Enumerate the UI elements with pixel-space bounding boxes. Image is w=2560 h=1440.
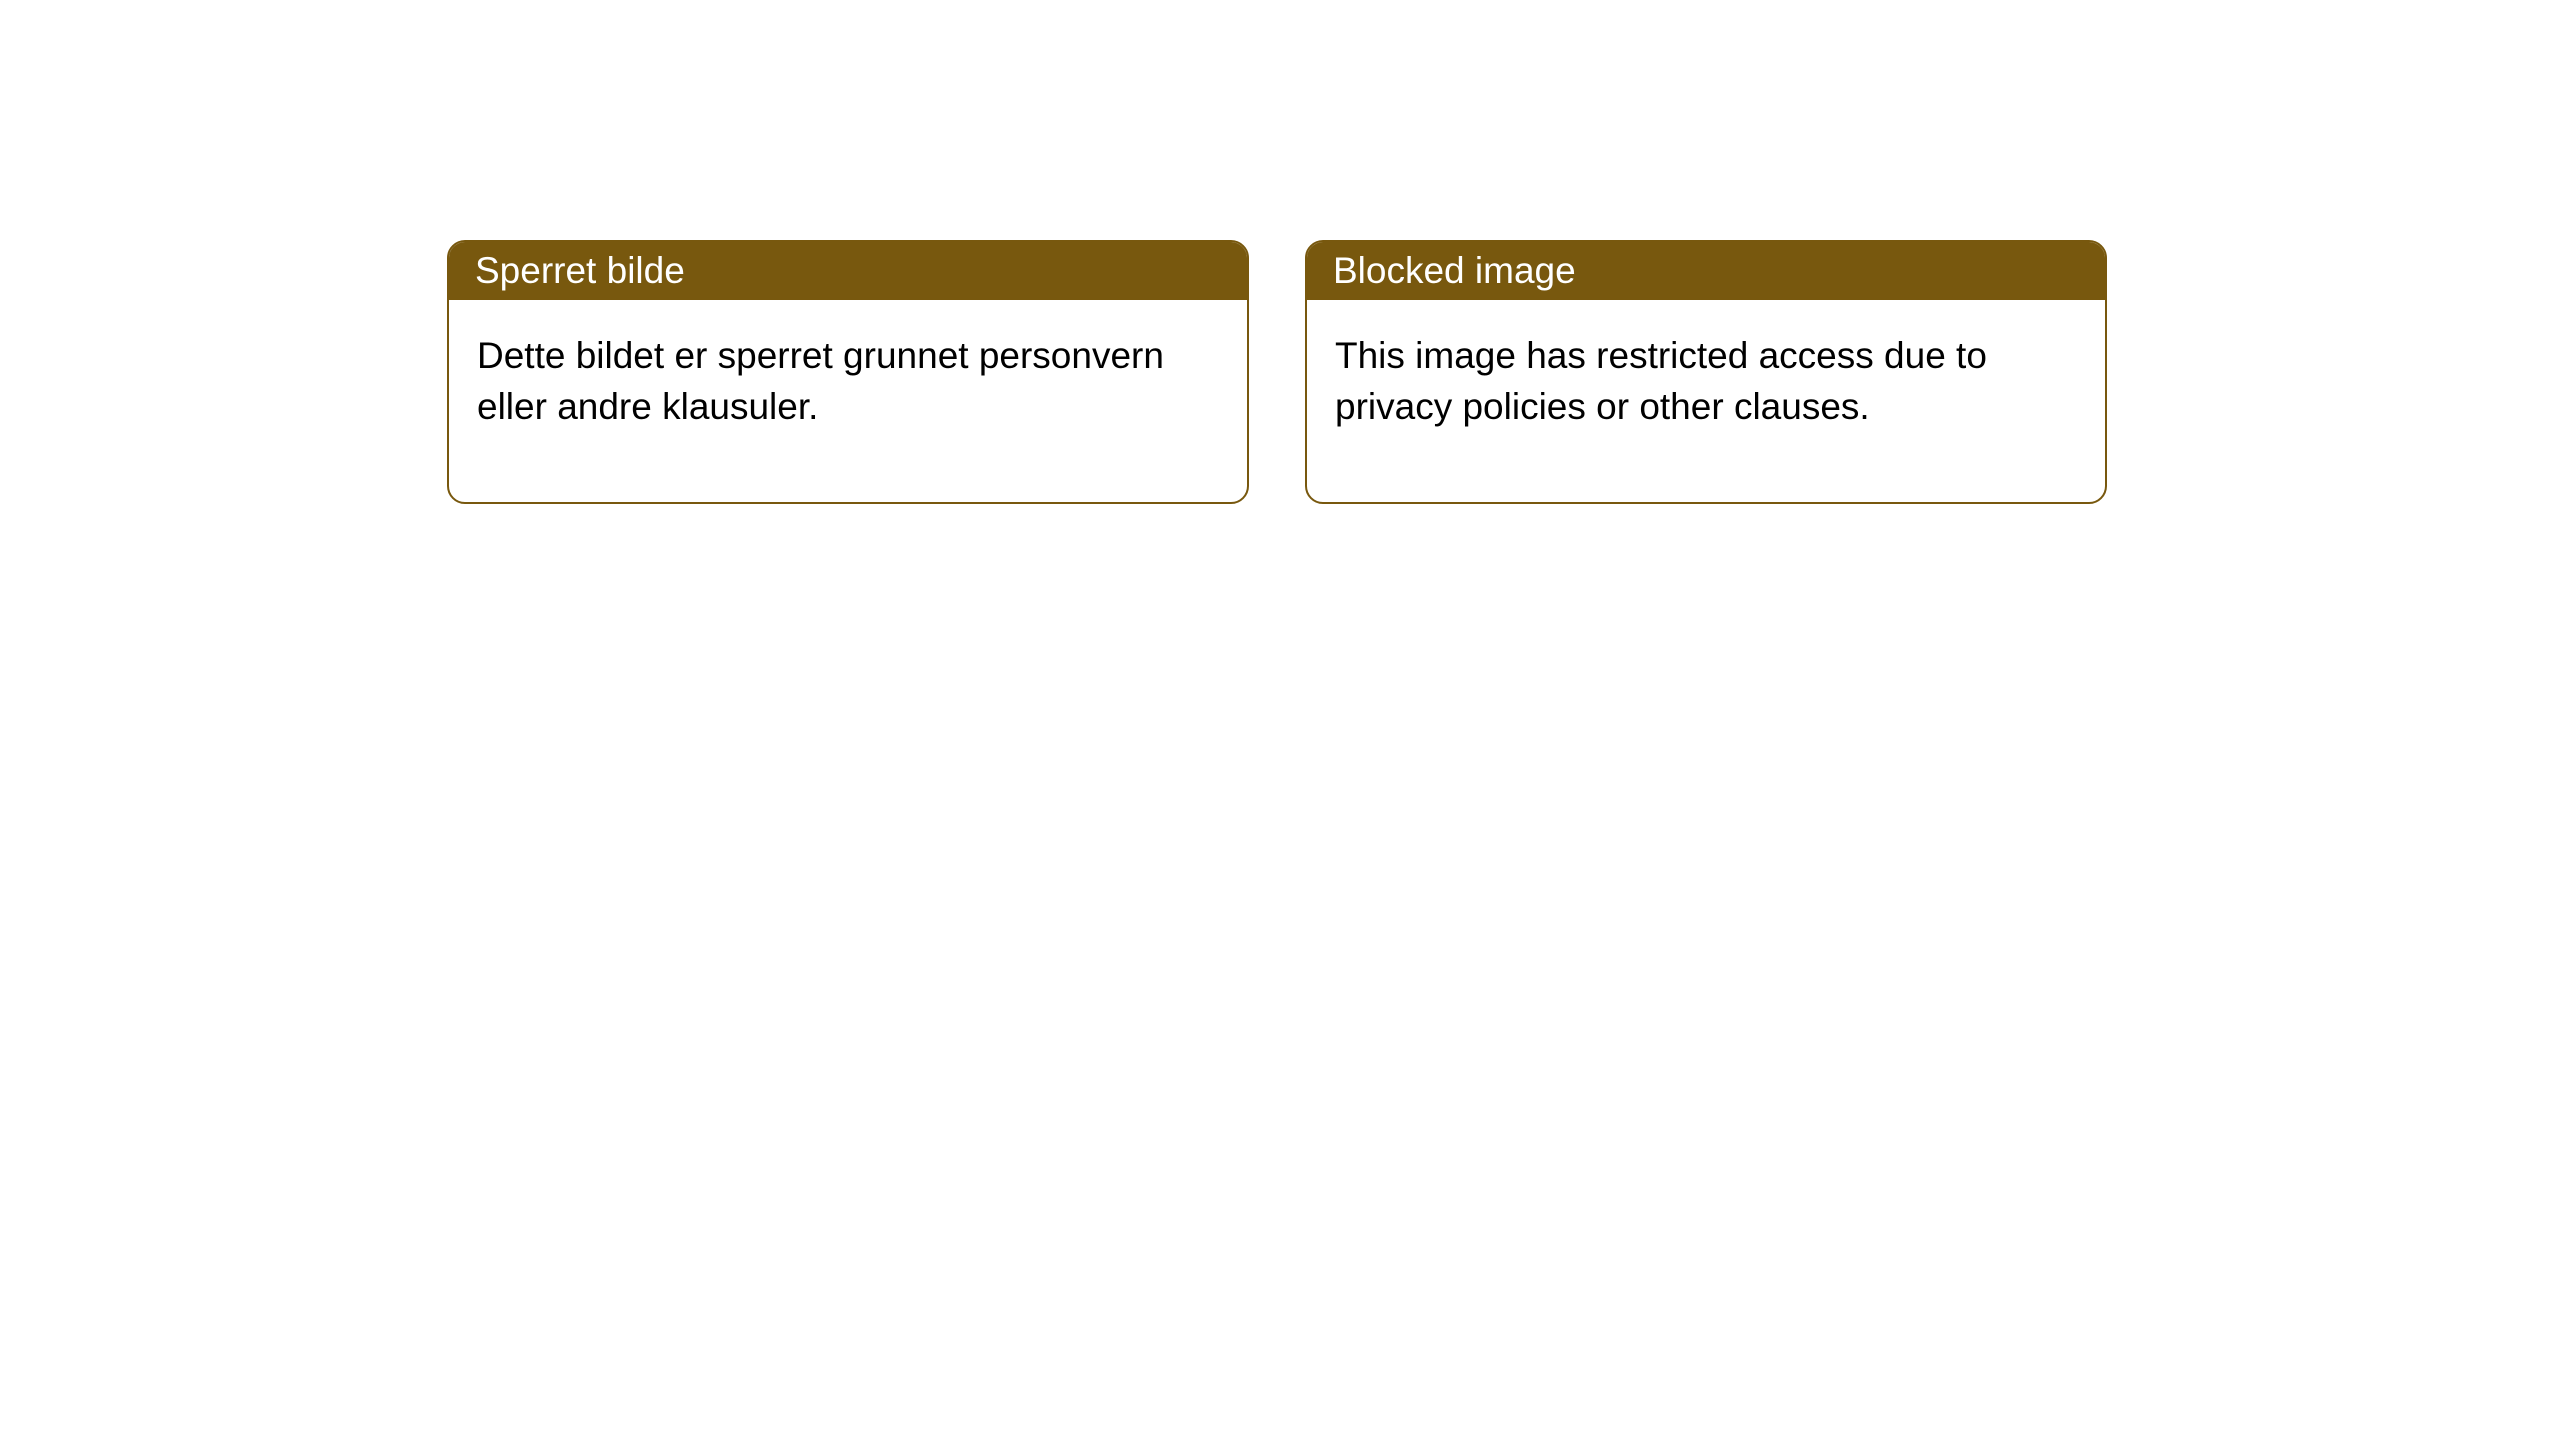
notice-body-no: Dette bildet er sperret grunnet personve…: [449, 300, 1247, 502]
notice-body-en: This image has restricted access due to …: [1307, 300, 2105, 502]
notice-header-no: Sperret bilde: [449, 242, 1247, 300]
blocked-image-notice-en: Blocked image This image has restricted …: [1305, 240, 2107, 504]
notice-container: Sperret bilde Dette bildet er sperret gr…: [0, 0, 2560, 504]
notice-header-en: Blocked image: [1307, 242, 2105, 300]
blocked-image-notice-no: Sperret bilde Dette bildet er sperret gr…: [447, 240, 1249, 504]
